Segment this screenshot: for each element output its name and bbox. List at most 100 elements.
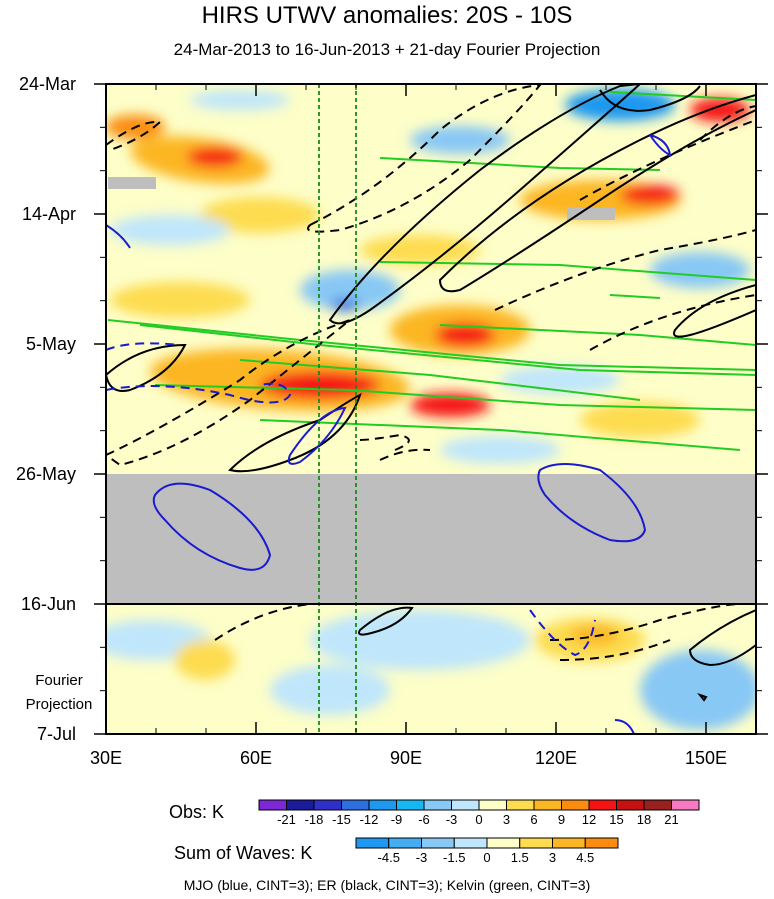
- kelvin-contour: [609, 91, 756, 101]
- obs-colorbar-tick-label: 15: [609, 812, 623, 827]
- axes: 30E 60E 90E 120E 150E 24-Mar 14-Apr 5-May 26-May…: [16, 74, 768, 768]
- x-tick-label: 90E: [390, 748, 422, 768]
- er-negative-contour: [494, 229, 756, 311]
- kelvin-contour: [239, 359, 641, 401]
- obs-colorbar-swatch: [286, 799, 315, 811]
- mjo-contour: [649, 134, 672, 157]
- kelvin-contour: [259, 419, 741, 451]
- obs-negative-anomaly: [440, 436, 560, 464]
- waves-colorbar-tick-label: 1.5: [511, 850, 529, 865]
- obs-colorbar-tick-label: 12: [582, 812, 596, 827]
- y-tick-label: 26-May: [16, 464, 76, 484]
- kelvin-contour: [379, 261, 756, 281]
- er-contour: [599, 85, 701, 112]
- obs-negative-anomaly: [410, 126, 510, 154]
- missing-data-patch: [108, 177, 156, 189]
- waves-colorbar-tick-label: -4.5: [378, 850, 400, 865]
- obs-colorbar-swatch: [506, 799, 535, 811]
- obs-colorbar-tick-label: 3: [503, 812, 510, 827]
- missing-data-patch: [567, 208, 615, 220]
- obs-positive-anomaly: [580, 402, 700, 438]
- obs-negative-anomaly: [330, 299, 360, 311]
- waves-colorbar-swatch: [388, 837, 422, 849]
- er-negative-contour: [106, 319, 351, 467]
- waves-colorbar-tick-label: 0: [483, 850, 490, 865]
- obs-negative-anomaly: [110, 215, 230, 245]
- waves-colorbar-swatch: [584, 837, 619, 849]
- obs-colorbar-tick-label: 6: [530, 812, 537, 827]
- obs-positive-anomaly: [187, 147, 243, 167]
- er-contour: [697, 692, 708, 702]
- missing-data-block: [106, 474, 756, 604]
- proj-positive-anomaly: [175, 640, 235, 680]
- waves-colorbar-tick-label: 4.5: [576, 850, 594, 865]
- kelvin-contour: [439, 324, 756, 346]
- x-tick-label: 150E: [685, 748, 727, 768]
- waves-colorbar-tick-label: -1.5: [443, 850, 465, 865]
- plot-frame: [105, 83, 757, 735]
- y-tick-label: 14-Apr: [22, 204, 76, 224]
- obs-positive-anomaly: [260, 371, 380, 399]
- obs-colorbar-swatch: [423, 799, 452, 811]
- waves-colorbar-swatch: [486, 837, 521, 849]
- obs-colorbar-tick-label: 9: [558, 812, 565, 827]
- obs-colorbar-swatch: [368, 799, 397, 811]
- er-contour: [328, 84, 642, 325]
- er-contour: [106, 343, 187, 392]
- proj-negative-anomaly: [640, 650, 756, 730]
- er-negative-contour: [549, 603, 741, 661]
- obs-positive-anomaly: [200, 197, 320, 233]
- obs-positive-anomaly: [360, 235, 480, 265]
- waves-colorbar-tick-label: 3: [549, 850, 556, 865]
- waves-colorbar-swatch: [552, 837, 586, 849]
- er-negative-contour: [214, 603, 311, 641]
- mjo-negative-contour: [106, 342, 292, 404]
- projection-anomaly-field: [106, 610, 756, 730]
- contour-legend-credits: MJO (blue, CINT=3); ER (black, CINT=3); …: [183, 877, 591, 893]
- mjo-contours: [106, 134, 672, 734]
- er-negative-contour: [359, 433, 410, 451]
- mjo-contour: [152, 482, 272, 571]
- contour-lines: [106, 84, 756, 734]
- mjo-negative-contour: [529, 609, 596, 657]
- obs-colorbar-swatch: [588, 799, 617, 811]
- y-tick-label: 16-Jun: [21, 594, 76, 614]
- obs-colorbar-swatch: [478, 799, 507, 811]
- er-negative-contours: [106, 84, 756, 661]
- obs-colorbar-tick-label: -6: [418, 812, 430, 827]
- chart-title: HIRS UTWV anomalies: 20S - 10S: [201, 2, 573, 29]
- er-contour: [438, 93, 756, 293]
- x-tick-label: 30E: [90, 748, 122, 768]
- obs-colorbar-tick-label: 21: [664, 812, 678, 827]
- kelvin-contour: [154, 384, 756, 411]
- proj-positive-anomaly: [570, 625, 620, 645]
- obs-positive-anomaly: [620, 185, 680, 205]
- waves-colorbar-label: Sum of Waves: K: [174, 843, 313, 863]
- x-tick-label: 120E: [535, 748, 577, 768]
- y-tick-label: 7-Jul: [37, 724, 76, 744]
- obs-colorbar-tick-label: -3: [446, 812, 458, 827]
- obs-negative-anomaly: [190, 90, 290, 110]
- mjo-contour: [287, 406, 347, 465]
- mjo-contour: [537, 463, 647, 543]
- kelvin-contour: [107, 319, 756, 371]
- proj-negative-anomaly: [270, 665, 390, 715]
- obs-positive-anomaly: [110, 282, 250, 318]
- colorbars: -21 -18 -15 -12 -9 -6 -3 0 3 6 9 12 15 18 21 -4.5 -3 -1.5…: [258, 799, 700, 865]
- waves-colorbar-swatch: [421, 837, 455, 849]
- er-contour: [228, 393, 362, 473]
- waves-colorbar-swatch: [519, 837, 553, 849]
- kelvin-contour: [609, 294, 661, 299]
- mjo-contour: [106, 224, 131, 249]
- y-tick-label: 5-May: [26, 334, 76, 354]
- obs-colorbar-swatch: [643, 799, 672, 811]
- projection-label-line: Fourier: [35, 672, 83, 689]
- obs-positive-anomaly: [435, 323, 495, 347]
- kelvin-contours: [107, 91, 756, 451]
- waves-colorbar-swatch: [453, 837, 488, 849]
- y-tick-label: 24-Mar: [19, 74, 76, 94]
- obs-colorbar-tick-label: -18: [305, 812, 324, 827]
- obs-colorbar-tick-label: -12: [360, 812, 379, 827]
- obs-colorbar-tick-label: -9: [391, 812, 403, 827]
- obs-colorbar-swatch: [313, 799, 342, 811]
